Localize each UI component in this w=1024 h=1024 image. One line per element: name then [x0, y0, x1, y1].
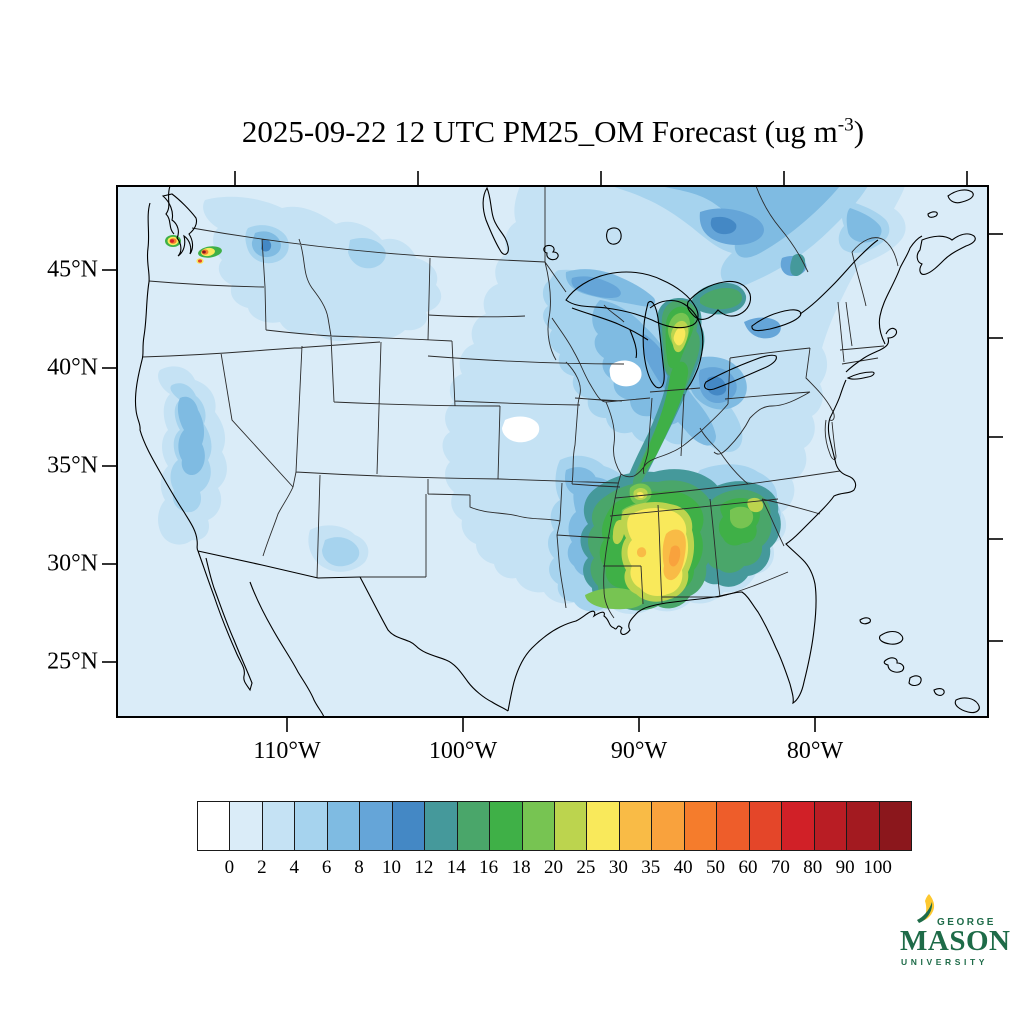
colorbar-cell-21: [878, 802, 911, 850]
colorbar-cell-16: [716, 802, 749, 850]
lon-label-110W: 110°W: [253, 738, 321, 764]
colorbar-cell-6: [391, 802, 425, 850]
colorbar-cell-19: [813, 802, 847, 850]
colorbar-label-2: 2: [257, 857, 267, 878]
colorbar-cell-1: [229, 802, 262, 850]
colorbar-cell-5: [359, 802, 392, 850]
lon-label-100W: 100°W: [428, 738, 498, 764]
colorbar-cell-9: [489, 802, 522, 850]
gmu-flame-icon: [917, 894, 935, 923]
lat-label-45N: 45°N: [47, 256, 98, 283]
lake-nipigon: [606, 227, 622, 245]
colorbar-label-60: 60: [738, 857, 758, 878]
lat-label-25N: 25°N: [47, 648, 98, 675]
title-suffix: ): [853, 114, 865, 149]
colorbar-label-100: 100: [863, 857, 892, 878]
lat-label-30N: 30°N: [47, 550, 98, 577]
lake-of-the-woods: [543, 244, 559, 261]
gmu-logo: GEORGE MASON UNIVERSITY: [893, 893, 1011, 975]
colorbar-cell-13: [618, 802, 652, 850]
gmu-george-text: GEORGE: [937, 917, 996, 928]
lon-label-80W: 80°W: [786, 738, 844, 764]
upper-peninsula-shore: [571, 307, 649, 359]
st-lawrence-river: [799, 239, 879, 315]
bahamas-cuba: [859, 617, 980, 714]
colorbar-label-20: 20: [544, 857, 563, 878]
lake-michigan: [642, 300, 665, 389]
colorbar: [197, 801, 912, 851]
contour-field: [117, 186, 988, 717]
colorbar-cell-17: [748, 802, 782, 850]
gmu-mason-text: MASON: [900, 925, 1011, 957]
axis-ticks: [102, 171, 1003, 732]
colorbar-cell-4: [326, 802, 360, 850]
colorbar-label-25: 25: [576, 857, 596, 878]
colorbar-cell-20: [846, 802, 879, 850]
colorbar-cell-10: [521, 802, 554, 850]
title-superscript: -3: [837, 114, 854, 136]
lon-label-90W: 90°W: [610, 738, 668, 764]
michigan-lp-shore: [649, 299, 704, 391]
colorbar-cell-3: [294, 802, 327, 850]
long-island: [846, 371, 875, 380]
colorbar-cell-0: [198, 802, 230, 850]
state-borders: [141, 186, 899, 619]
colorbar-cell-15: [683, 802, 717, 850]
contour-level-below-0: [502, 360, 642, 443]
colorbar-label-70: 70: [770, 857, 790, 878]
colorbar-cell-11: [553, 802, 587, 850]
colorbar-label-16: 16: [479, 857, 499, 878]
colorbar-label-10: 10: [381, 857, 401, 878]
map-frame: [116, 185, 989, 718]
page-title: 2025-09-22 12 UTC PM25_OM Forecast (ug m…: [242, 114, 864, 150]
lat-label-35N: 35°N: [47, 452, 98, 479]
title-text: 2025-09-22 12 UTC PM25_OM Forecast (ug m: [241, 114, 838, 149]
colorbar-label-80: 80: [803, 857, 823, 878]
gulf-st-lawrence-islands: [927, 189, 974, 218]
colorbar-label-35: 35: [641, 857, 661, 878]
colorbar-label-50: 50: [706, 857, 726, 878]
colorbar-cell-14: [651, 802, 684, 850]
lake-winnipeg: [482, 186, 509, 255]
nova-scotia: [916, 233, 976, 275]
gmu-university-text: UNIVERSITY: [901, 957, 989, 967]
coastline: [134, 186, 980, 717]
colorbar-label-30: 30: [608, 857, 628, 878]
colorbar-label-4: 4: [289, 857, 299, 878]
colorbar-cell-18: [781, 802, 814, 850]
puget-sound-inlets: [161, 193, 198, 257]
colorbar-label-6: 6: [321, 857, 332, 878]
colorbar-cell-7: [424, 802, 457, 850]
colorbar-label-0: 0: [224, 857, 235, 878]
colorbar-label-18: 18: [511, 857, 531, 878]
colorbar-label-14: 14: [446, 857, 466, 878]
lake-huron: [686, 280, 752, 320]
colorbar-cell-8: [456, 802, 490, 850]
colorbar-label-8: 8: [354, 857, 364, 878]
colorbar-label-12: 12: [414, 857, 434, 878]
colorbar-cell-12: [586, 802, 619, 850]
colorbar-label-40: 40: [673, 857, 693, 878]
colorbar-cell-2: [261, 802, 295, 850]
contour-level-35-40: [668, 545, 681, 567]
lake-ontario: [751, 309, 802, 332]
lat-label-40N: 40°N: [47, 354, 98, 381]
lake-erie: [704, 354, 777, 391]
colorbar-label-90: 90: [835, 857, 855, 878]
